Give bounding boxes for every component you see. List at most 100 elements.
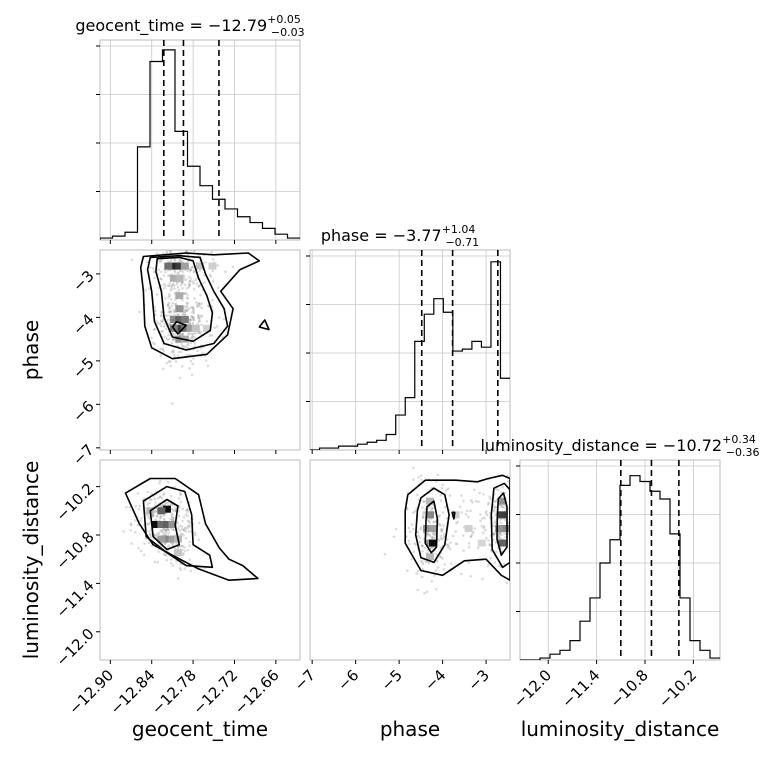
sample-point — [199, 314, 203, 317]
sample-point — [181, 298, 184, 302]
sample-point — [151, 513, 155, 517]
sample-point — [179, 568, 183, 572]
sample-point — [159, 515, 163, 519]
sample-point — [130, 258, 134, 262]
sample-point — [198, 269, 202, 272]
sample-point — [478, 491, 481, 495]
sample-point — [514, 527, 517, 530]
sample-point — [179, 493, 183, 496]
sample-point — [192, 269, 196, 273]
sample-point — [488, 497, 492, 501]
sample-point — [160, 496, 164, 500]
sample-point — [470, 532, 474, 536]
density-cell — [175, 262, 184, 270]
sample-point — [439, 555, 443, 559]
sample-point — [432, 532, 435, 536]
sample-point — [174, 507, 177, 510]
sample-point — [179, 259, 183, 262]
sample-point — [412, 466, 415, 470]
sample-point — [514, 481, 517, 484]
sample-point — [515, 474, 518, 477]
sample-point — [500, 504, 503, 507]
sample-point — [200, 323, 203, 327]
sample-point — [173, 287, 176, 290]
density-cell — [191, 324, 200, 332]
sample-point — [170, 341, 174, 345]
sample-point — [502, 506, 506, 509]
sample-point — [167, 544, 171, 547]
sample-point — [161, 367, 165, 371]
sample-point — [176, 547, 180, 550]
sample-point — [188, 544, 191, 548]
sample-point — [156, 531, 160, 535]
sample-point — [167, 303, 170, 306]
sample-point — [184, 508, 188, 512]
sample-point — [163, 297, 167, 300]
sample-point — [188, 367, 191, 370]
sample-point — [189, 569, 193, 573]
sample-point — [178, 250, 181, 251]
sample-point — [431, 536, 434, 540]
panel-content — [122, 477, 259, 581]
sample-point — [154, 309, 157, 312]
sample-point — [179, 350, 183, 354]
sample-point — [426, 532, 429, 535]
sample-point — [480, 524, 484, 528]
sample-point — [164, 327, 168, 331]
sample-point — [181, 260, 184, 264]
sample-point — [171, 338, 175, 342]
sample-point — [479, 513, 482, 516]
sample-point — [187, 530, 191, 533]
sample-point — [456, 520, 459, 524]
sample-point — [423, 546, 427, 550]
sample-point — [200, 306, 204, 310]
contour — [149, 498, 181, 551]
panel-frame — [99, 249, 301, 451]
sample-point — [494, 514, 497, 517]
sample-point — [162, 527, 166, 531]
sample-point — [163, 542, 167, 546]
sample-point — [191, 311, 194, 314]
sample-point — [210, 333, 214, 337]
y-tick-label: −10.2 — [52, 480, 97, 525]
sample-point — [151, 514, 155, 517]
sample-point — [190, 373, 194, 377]
sample-point — [181, 365, 184, 368]
sample-point — [197, 521, 201, 525]
sample-point — [437, 539, 441, 542]
density-cell — [495, 525, 504, 533]
density-cell — [157, 521, 166, 529]
sample-point — [459, 572, 463, 576]
sample-point — [420, 478, 423, 482]
sample-point — [423, 592, 426, 595]
sample-point — [166, 528, 170, 532]
sample-point — [427, 519, 430, 523]
sample-point — [186, 344, 189, 347]
sample-point — [161, 329, 164, 333]
contour — [404, 474, 510, 581]
sample-point — [455, 521, 458, 525]
sample-point — [159, 354, 163, 357]
sample-point — [202, 241, 205, 244]
sample-point — [515, 504, 518, 507]
density-cell — [162, 505, 171, 513]
sample-point — [419, 526, 423, 529]
sample-point — [514, 540, 517, 543]
sample-point — [481, 517, 484, 520]
sample-point — [412, 527, 415, 531]
sample-point — [481, 531, 485, 535]
sample-point — [153, 560, 157, 564]
sample-point — [190, 241, 193, 244]
sample-point — [171, 241, 174, 244]
sample-point — [177, 350, 181, 354]
sample-point — [489, 556, 492, 560]
sample-point — [172, 310, 176, 314]
sample-point — [165, 250, 169, 253]
sample-point — [149, 535, 153, 539]
sample-point — [162, 287, 166, 290]
sample-point — [461, 534, 465, 537]
sample-point — [471, 500, 474, 504]
sample-point — [196, 305, 199, 308]
sample-point — [162, 325, 166, 329]
sample-point — [187, 520, 191, 523]
